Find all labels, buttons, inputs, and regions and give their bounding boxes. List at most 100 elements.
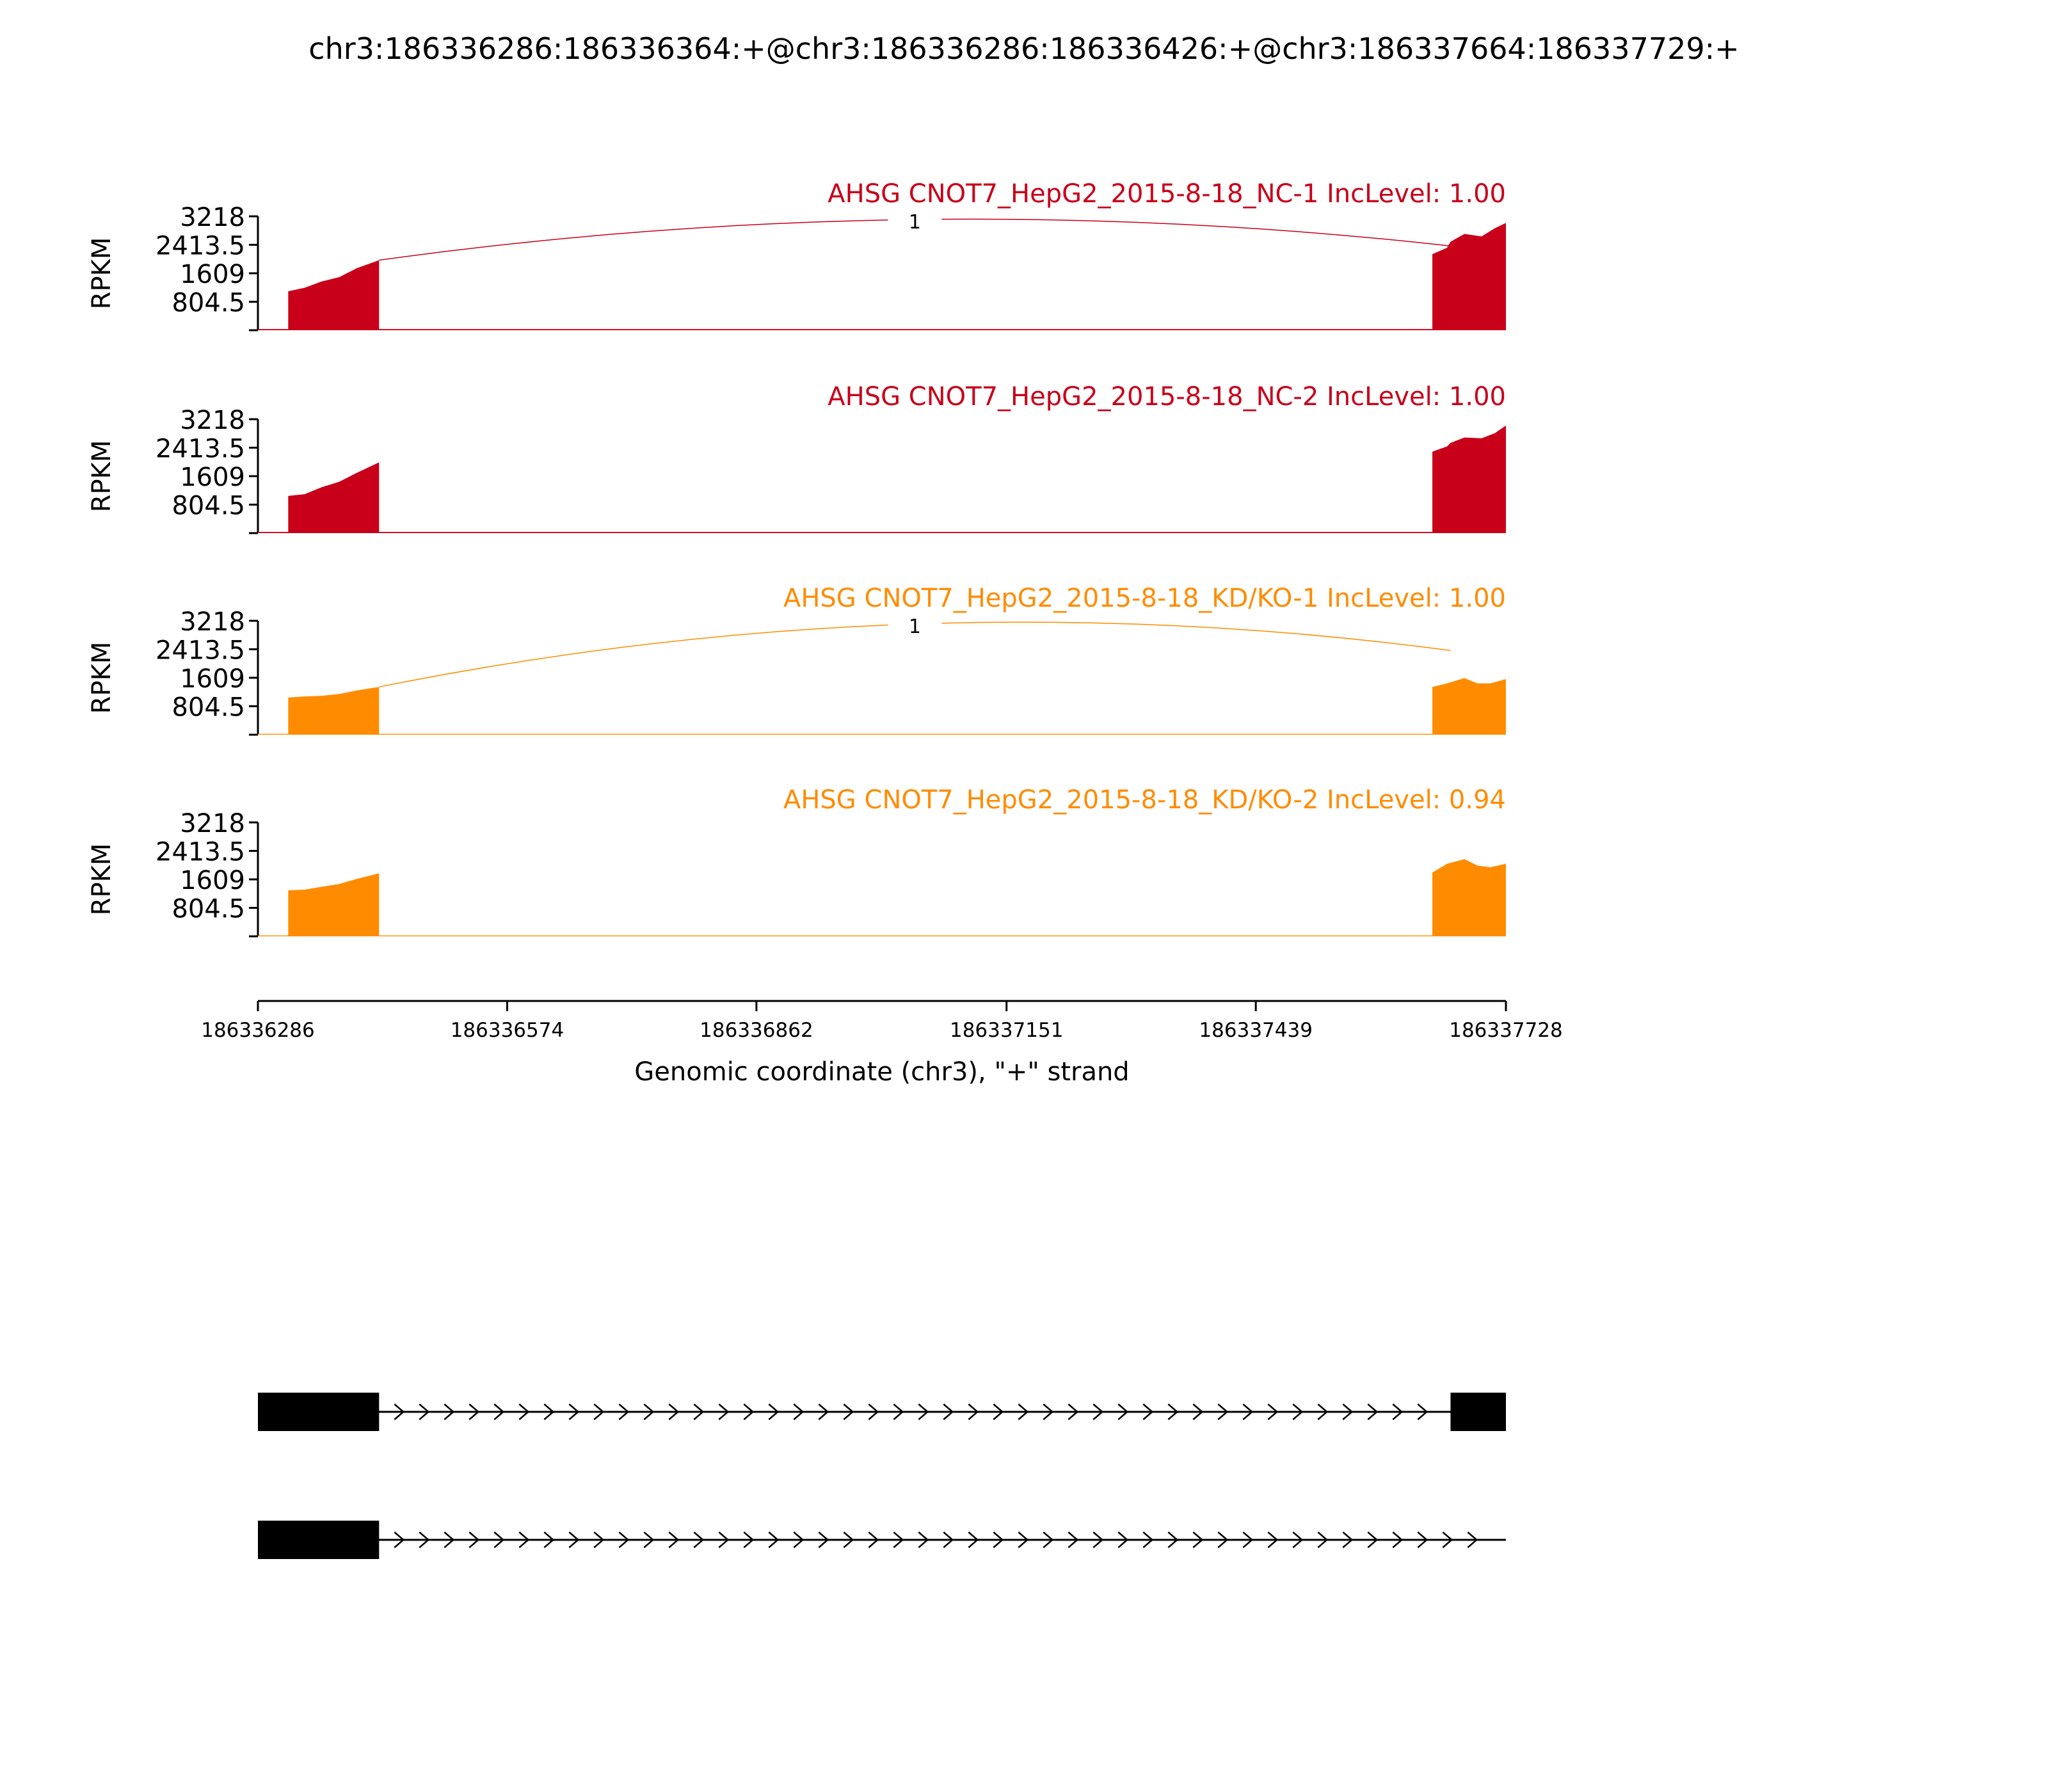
strand-arrow	[493, 1404, 505, 1420]
strand-arrow	[993, 1532, 1004, 1548]
sample-label: AHSG CNOT7_HepG2_2015-8-18_NC-1 IncLevel…	[828, 179, 1506, 209]
strand-arrow	[1092, 1404, 1104, 1420]
strand-arrow	[1117, 1532, 1129, 1548]
y-tick-label: 804.5	[172, 895, 245, 924]
strand-arrow	[568, 1532, 580, 1548]
y-tick-label: 3218	[180, 607, 245, 637]
strand-arrow	[1142, 1532, 1154, 1548]
strand-arrow	[1417, 1532, 1428, 1548]
strand-arrow	[918, 1532, 929, 1548]
strand-arrow	[518, 1532, 530, 1548]
strand-arrow	[1217, 1404, 1229, 1420]
strand-arrow	[1342, 1532, 1354, 1548]
strand-arrow	[419, 1404, 430, 1420]
strand-arrow	[993, 1404, 1004, 1420]
strand-arrow	[868, 1404, 879, 1420]
strand-arrow	[543, 1532, 555, 1548]
y-tick-label: 3218	[180, 406, 245, 435]
x-tick-label: 186337439	[1199, 1019, 1313, 1042]
y-axis-label: RPKM	[87, 237, 116, 310]
sample-label: AHSG CNOT7_HepG2_2015-8-18_KD/KO-1 IncLe…	[783, 584, 1506, 613]
strand-arrow	[1192, 1532, 1204, 1548]
strand-arrow	[1217, 1532, 1229, 1548]
strand-arrow	[743, 1404, 755, 1420]
gene-structure-tracks	[258, 1393, 1506, 1559]
strand-arrow	[394, 1404, 405, 1420]
exon-coverage-area	[288, 462, 380, 533]
strand-arrow	[394, 1532, 405, 1548]
strand-arrow	[1242, 1532, 1254, 1548]
strand-arrow	[1467, 1532, 1478, 1548]
strand-arrow	[468, 1532, 480, 1548]
strand-arrow	[1267, 1404, 1279, 1420]
strand-arrow	[643, 1404, 655, 1420]
y-tick-label: 804.5	[172, 492, 245, 521]
strand-arrow	[818, 1404, 829, 1420]
strand-arrow	[893, 1404, 904, 1420]
strand-arrow	[1367, 1532, 1379, 1548]
strand-arrow	[1292, 1404, 1304, 1420]
strand-arrow	[768, 1532, 780, 1548]
strand-arrow	[1043, 1404, 1054, 1420]
transcript-track	[258, 1393, 1506, 1431]
x-tick-label: 186336286	[201, 1019, 315, 1042]
exon-coverage-area	[288, 873, 380, 936]
exon-coverage-area	[1432, 223, 1506, 330]
y-tick-label: 1609	[180, 866, 245, 895]
strand-arrow	[968, 1532, 979, 1548]
strand-arrow	[419, 1532, 430, 1548]
figure-title: chr3:186336286:186336364:+@chr3:18633628…	[308, 31, 1739, 66]
y-axis-label: RPKM	[87, 440, 116, 513]
exon-block	[258, 1393, 380, 1431]
junction-count-label: 1	[909, 211, 921, 234]
strand-arrow	[1392, 1532, 1404, 1548]
exon-coverage-area	[1432, 425, 1506, 533]
y-tick-label: 804.5	[172, 693, 245, 723]
strand-arrow	[1342, 1404, 1354, 1420]
strand-arrow	[968, 1404, 979, 1420]
strand-arrow	[568, 1404, 580, 1420]
strand-arrow	[618, 1404, 630, 1420]
strand-arrow	[943, 1404, 954, 1420]
strand-arrow	[493, 1532, 505, 1548]
strand-arrow	[543, 1404, 555, 1420]
strand-arrow	[893, 1532, 904, 1548]
y-axis-label: RPKM	[87, 844, 116, 916]
x-tick-label: 186336862	[700, 1019, 813, 1042]
y-tick-label: 3218	[180, 203, 245, 232]
exon-coverage-area	[288, 260, 380, 330]
strand-arrow	[1018, 1404, 1029, 1420]
strand-arrow	[1317, 1532, 1329, 1548]
strand-arrow	[1068, 1532, 1079, 1548]
x-tick-label: 186336574	[451, 1019, 564, 1042]
y-tick-label: 804.5	[172, 289, 245, 318]
strand-arrow	[668, 1404, 680, 1420]
strand-arrow	[618, 1532, 630, 1548]
strand-arrow	[1442, 1532, 1453, 1548]
strand-arrow	[468, 1404, 480, 1420]
strand-arrow	[1267, 1532, 1279, 1548]
strand-arrow	[718, 1532, 730, 1548]
strand-arrow	[1367, 1404, 1379, 1420]
strand-arrow	[1317, 1404, 1329, 1420]
strand-arrow	[818, 1532, 829, 1548]
exon-coverage-area	[1432, 859, 1506, 936]
x-axis: 186336286 186336574 186336862 186337151 1863…	[201, 1000, 1563, 1042]
strand-arrow	[643, 1532, 655, 1548]
strand-arrow	[593, 1404, 605, 1420]
strand-arrow	[918, 1404, 929, 1420]
intron-coverage	[258, 733, 1506, 735]
x-tick-label: 186337151	[950, 1019, 1064, 1042]
junction-label-bg	[888, 213, 942, 232]
sample-label: AHSG CNOT7_HepG2_2015-8-18_KD/KO-2 IncLe…	[783, 785, 1506, 815]
strand-arrow	[718, 1404, 730, 1420]
strand-arrow	[1292, 1532, 1304, 1548]
strand-arrow	[444, 1404, 455, 1420]
junction-count-label: 1	[909, 616, 921, 638]
strand-arrow	[518, 1404, 530, 1420]
